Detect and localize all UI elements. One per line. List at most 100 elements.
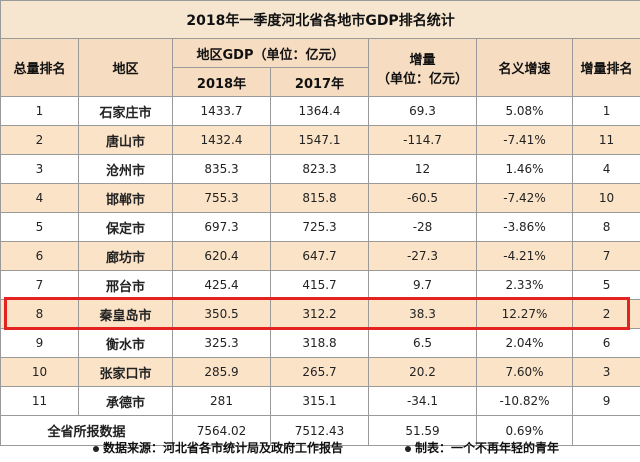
cell-increase: 69.3 [368,96,477,126]
bullet-icon [405,445,411,452]
header-2017: 2017年 [270,67,369,97]
table-row: 10 张家口市 285.9 265.7 20.2 7.60% 3 [0,357,640,387]
cell-gdp-2017: 815.8 [270,183,369,213]
cell-gdp-2017: 265.7 [270,357,369,387]
cell-growth: 5.08% [476,96,573,126]
cell-gdp-2018: 425.4 [172,270,271,300]
cell-region: 石家庄市 [78,96,173,126]
cell-gdp-2017: 315.1 [270,386,369,416]
cell-region: 张家口市 [78,357,173,387]
cell-gdp-2018: 755.3 [172,183,271,213]
cell-gdp-2018: 697.3 [172,212,271,242]
table-row: 5 保定市 697.3 725.3 -28 -3.86% 8 [0,212,640,242]
cell-increase-rank: 6 [571,328,640,358]
total-increase-rank [571,415,640,446]
bullet-icon [93,445,99,452]
cell-rank: 7 [0,270,79,300]
cell-rank: 2 [0,125,79,155]
cell-gdp-2018: 620.4 [172,241,271,271]
cell-growth: 7.60% [476,357,573,387]
header-increase-line2: （单位：亿元） [376,71,468,87]
cell-gdp-2017: 312.2 [270,299,369,329]
cell-gdp-2017: 318.8 [270,328,369,358]
cell-region: 沧州市 [78,154,173,184]
table-row: 1 石家庄市 1433.7 1364.4 69.3 5.08% 1 [0,96,640,126]
table-row: 4 邯郸市 755.3 815.8 -60.5 -7.42% 10 [0,183,640,213]
cell-region: 邢台市 [78,270,173,300]
table-row: 9 衡水市 325.3 318.8 6.5 2.04% 6 [0,328,640,358]
cell-rank: 4 [0,183,79,213]
gdp-ranking-table: 2018年一季度河北省各地市GDP排名统计 总量排名 地区 地区GDP（单位：亿… [0,0,640,446]
cell-gdp-2018: 350.5 [172,299,271,329]
cell-increase: -114.7 [368,125,477,155]
header-gdp-group: 地区GDP（单位：亿元） [172,38,369,68]
cell-gdp-2018: 325.3 [172,328,271,358]
cell-gdp-2017: 647.7 [270,241,369,271]
cell-increase: 6.5 [368,328,477,358]
cell-growth: -3.86% [476,212,573,242]
footer-source: 数据来源：河北省各市统计局及政府工作报告 [93,434,343,462]
cell-rank: 10 [0,357,79,387]
cell-increase-rank: 11 [571,125,640,155]
cell-increase-rank: 10 [571,183,640,213]
cell-growth: 2.04% [476,328,573,358]
cell-gdp-2017: 725.3 [270,212,369,242]
cell-growth: 2.33% [476,270,573,300]
table-row: 8 秦皇岛市 350.5 312.2 38.3 12.27% 2 [0,299,640,329]
cell-increase-rank: 9 [571,386,640,416]
header-rank: 总量排名 [0,38,79,97]
header-region: 地区 [78,38,173,97]
cell-gdp-2018: 1433.7 [172,96,271,126]
cell-increase-rank: 1 [571,96,640,126]
cell-increase-rank: 3 [571,357,640,387]
cell-rank: 6 [0,241,79,271]
cell-increase-rank: 4 [571,154,640,184]
cell-gdp-2018: 281 [172,386,271,416]
total-increase: 51.59 [368,415,477,446]
cell-increase: -27.3 [368,241,477,271]
cell-increase: 12 [368,154,477,184]
table-row: 6 廊坊市 620.4 647.7 -27.3 -4.21% 7 [0,241,640,271]
cell-increase-rank: 2 [571,299,640,329]
cell-growth: -7.41% [476,125,573,155]
footer-source-text: 数据来源：河北省各市统计局及政府工作报告 [103,441,344,455]
total-2017: 7512.43 [270,415,369,446]
cell-gdp-2018: 285.9 [172,357,271,387]
table-row: 7 邢台市 425.4 415.7 9.7 2.33% 5 [0,270,640,300]
header-increase: 增量 （单位：亿元） [368,38,477,97]
footer-maker-text: 制表：一个不再年轻的青年 [415,441,560,455]
cell-increase: -34.1 [368,386,477,416]
cell-increase: 9.7 [368,270,477,300]
total-row: 全省所报数据 7564.02 7512.43 51.59 0.69% [0,415,640,446]
header-2018: 2018年 [172,67,271,97]
total-label: 全省所报数据 [0,415,173,446]
cell-region: 邯郸市 [78,183,173,213]
total-growth: 0.69% [476,415,573,446]
header-increase-line1: 增量 [409,52,436,68]
footer: 数据来源：河北省各市统计局及政府工作报告 制表：一个不再年轻的青年 [0,434,640,462]
cell-growth: -7.42% [476,183,573,213]
cell-gdp-2017: 1364.4 [270,96,369,126]
cell-rank: 1 [0,96,79,126]
cell-region: 保定市 [78,212,173,242]
cell-increase-rank: 8 [571,212,640,242]
cell-region: 承德市 [78,386,173,416]
table-title: 2018年一季度河北省各地市GDP排名统计 [0,0,640,39]
cell-increase-rank: 5 [571,270,640,300]
cell-rank: 3 [0,154,79,184]
cell-gdp-2018: 1432.4 [172,125,271,155]
cell-gdp-2018: 835.3 [172,154,271,184]
cell-region: 唐山市 [78,125,173,155]
cell-gdp-2017: 415.7 [270,270,369,300]
cell-increase: 38.3 [368,299,477,329]
header-increase-rank: 增量排名 [571,38,640,97]
cell-rank: 5 [0,212,79,242]
cell-growth: 12.27% [476,299,573,329]
cell-increase-rank: 7 [571,241,640,271]
cell-gdp-2017: 1547.1 [270,125,369,155]
table-row: 2 唐山市 1432.4 1547.1 -114.7 -7.41% 11 [0,125,640,155]
cell-rank: 11 [0,386,79,416]
cell-increase: 20.2 [368,357,477,387]
header-growth: 名义增速 [476,38,573,97]
